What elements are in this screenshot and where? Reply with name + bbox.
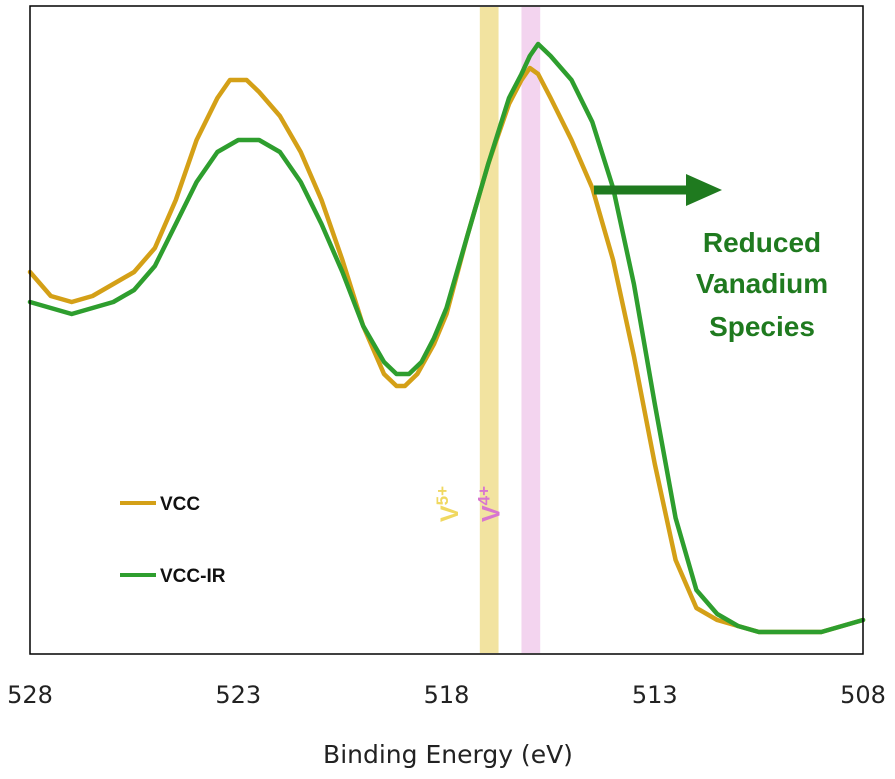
band-labels: V5+ V4+: [433, 486, 506, 522]
bands-layer: [479, 7, 541, 653]
legend-label-vcc: VCC: [160, 494, 200, 515]
legend-label-vcc-ir: VCC-IR: [160, 566, 226, 587]
series-line-vcc-ir: [27, 41, 866, 635]
x-tick-label-518: 518: [424, 681, 470, 709]
band-4plus: [521, 7, 541, 653]
band-5plus: [479, 7, 499, 653]
x-tick-label-523: 523: [215, 681, 261, 709]
plot-background: [30, 6, 863, 654]
plot-frame: [29, 5, 864, 655]
x-tick-label-528: 528: [7, 681, 53, 709]
x-tick-label-513: 513: [632, 681, 678, 709]
x-tick-labels: 528 523 518 513 508: [7, 681, 886, 709]
band-label-4plus: V4+: [474, 486, 505, 522]
annotation: Reduced Vanadium Species: [594, 174, 828, 342]
series-line-vcc: [27, 65, 866, 635]
band-label-5plus: V5+: [433, 486, 464, 522]
x-axis-title: Binding Energy (eV): [323, 740, 573, 769]
annotation-line-3: Species: [709, 311, 815, 342]
right-arrow-icon: [686, 174, 722, 206]
series-layer: [27, 41, 866, 635]
legend: VCC VCC-IR: [120, 494, 226, 587]
annotation-line-1: Reduced: [703, 227, 821, 258]
x-tick-label-508: 508: [840, 681, 886, 709]
annotation-line-2: Vanadium: [696, 268, 828, 299]
